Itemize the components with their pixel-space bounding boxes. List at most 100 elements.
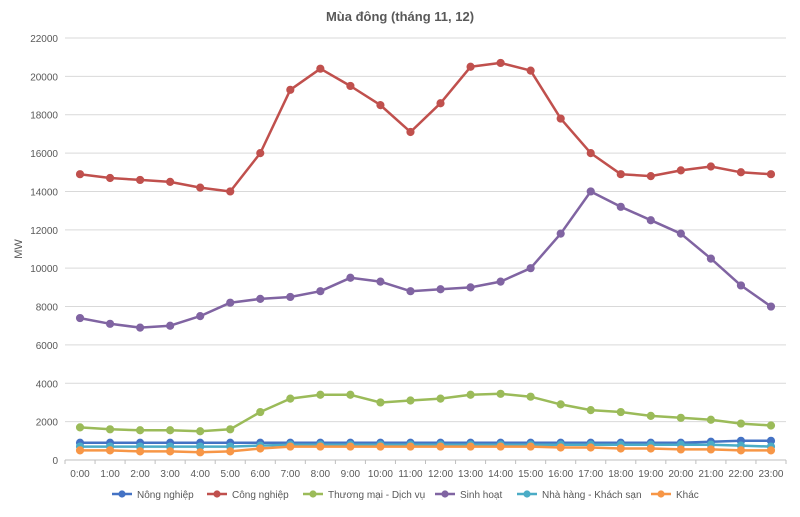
data-point (286, 394, 295, 403)
x-tick-label: 14:00 (488, 469, 513, 480)
data-point (226, 447, 235, 456)
data-point (706, 445, 715, 454)
data-point (256, 148, 265, 158)
data-point (736, 419, 746, 428)
data-point (436, 285, 445, 294)
y-axis-title: MW (13, 239, 25, 259)
legend-item: Nhà hàng - Khách sạn (517, 490, 642, 501)
data-point (466, 62, 475, 71)
series-line (79, 190, 772, 329)
x-tick-label: 15:00 (518, 469, 543, 480)
legend-point-marker (213, 490, 221, 498)
data-point (105, 446, 115, 455)
y-tick-label: 18000 (30, 111, 58, 122)
data-point (166, 447, 175, 456)
data-point (526, 264, 535, 273)
data-point (406, 442, 415, 451)
data-point (436, 394, 445, 403)
y-tick-label: 14000 (30, 187, 58, 198)
x-tick-label: 3:00 (160, 469, 180, 480)
y-tick-label: 8000 (36, 303, 59, 314)
data-point (676, 166, 685, 175)
legend-label: Nông nghiệp (137, 490, 194, 501)
data-point (766, 302, 776, 311)
y-tick-label: 6000 (36, 341, 59, 352)
data-point (196, 448, 205, 457)
x-tick-label: 4:00 (190, 469, 210, 480)
data-point (496, 442, 505, 451)
series-line (79, 61, 772, 193)
data-point (556, 229, 565, 238)
data-point (766, 446, 776, 455)
series-lines (75, 58, 776, 457)
data-point (676, 445, 685, 454)
legend-label: Công nghiệp (232, 490, 289, 501)
data-point (706, 162, 715, 171)
x-tick-label: 0:00 (70, 469, 90, 480)
data-point (316, 64, 325, 73)
x-tick-label: 9:00 (341, 469, 361, 480)
x-tick-label: 20:00 (668, 469, 693, 480)
legend-point-marker (657, 490, 665, 498)
data-point (706, 254, 715, 263)
legend-point-marker (523, 490, 531, 498)
legend-point-marker (309, 490, 317, 498)
data-point (226, 298, 235, 307)
data-point (136, 175, 145, 185)
legend-point-marker (118, 490, 126, 498)
series-line (79, 392, 772, 433)
x-tick-label: 11:00 (398, 469, 423, 480)
data-point (196, 427, 205, 436)
data-point (376, 398, 385, 407)
series-line (80, 443, 772, 448)
data-point (526, 442, 535, 451)
series-2 (75, 389, 776, 436)
data-point (646, 411, 655, 420)
data-point (436, 442, 445, 451)
x-tick-label: 23:00 (758, 469, 783, 480)
axes: 0 2000 4000 6000 8000 10000 12000 14000 16000 180… (30, 34, 787, 480)
data-point (556, 114, 565, 123)
y-tick-label: 20000 (30, 72, 58, 83)
x-tick-label: 22:00 (728, 469, 753, 480)
data-point (466, 283, 475, 292)
series-1 (75, 58, 776, 196)
legend-item: Nông nghiệp (112, 490, 194, 501)
data-point (706, 415, 715, 424)
data-point (75, 170, 85, 179)
data-point (166, 321, 175, 330)
data-point (736, 281, 746, 290)
data-point (376, 277, 385, 286)
data-point (466, 390, 475, 399)
data-point (316, 390, 325, 399)
x-tick-label: 19:00 (638, 469, 663, 480)
data-point (256, 407, 265, 417)
data-point (646, 172, 655, 181)
data-point (105, 319, 115, 328)
data-point (226, 425, 235, 434)
data-point (376, 442, 385, 451)
data-point (256, 444, 265, 453)
gridlines (65, 37, 786, 461)
data-point (105, 173, 115, 183)
data-point (75, 313, 85, 323)
x-tick-label: 6:00 (251, 469, 271, 480)
data-point (736, 168, 746, 177)
data-point (346, 442, 355, 451)
y-tick-label: 22000 (30, 34, 58, 45)
data-point (316, 442, 325, 451)
data-point (586, 406, 595, 415)
data-point (676, 229, 685, 238)
data-point (346, 273, 355, 282)
legend-item: Sinh hoạt (435, 490, 502, 501)
data-point (286, 85, 295, 94)
x-tick-label: 12:00 (428, 469, 453, 480)
legend-label: Thương mại - Dịch vụ (328, 490, 425, 501)
y-tick-label: 10000 (30, 264, 58, 275)
data-point (136, 447, 145, 456)
y-tick-label: 0 (52, 456, 58, 467)
series-line (80, 445, 771, 454)
x-tick-label: 5:00 (220, 469, 240, 480)
series-line (80, 439, 771, 444)
